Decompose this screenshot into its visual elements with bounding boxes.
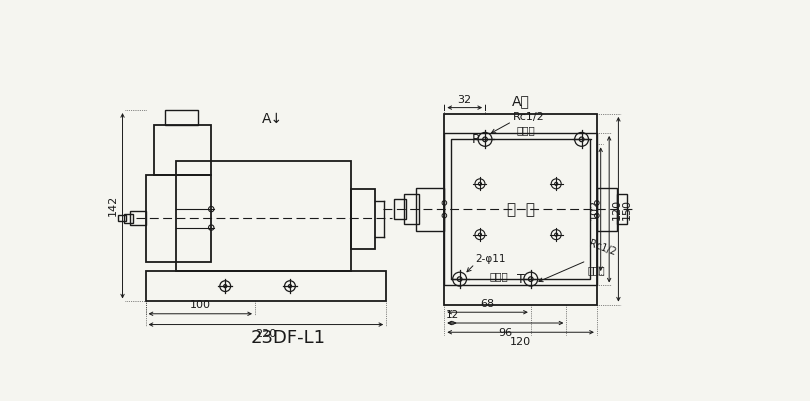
Text: 回油口: 回油口 [588, 265, 606, 275]
Text: 标  牌: 标 牌 [506, 202, 535, 217]
Text: P: P [471, 133, 479, 146]
Bar [617, 194, 627, 225]
Bar [177, 162, 352, 271]
Bar [416, 188, 445, 231]
Bar [597, 188, 617, 231]
Bar [155, 126, 211, 174]
Text: Rc1/2: Rc1/2 [513, 111, 544, 122]
Text: 进油口: 进油口 [517, 126, 535, 136]
Text: 32: 32 [458, 95, 471, 105]
Text: 安装孔: 安装孔 [489, 271, 508, 282]
Text: 100: 100 [190, 300, 211, 310]
Text: 220: 220 [255, 329, 276, 339]
Text: 23DF-L1: 23DF-L1 [250, 329, 326, 347]
Text: 12: 12 [446, 310, 458, 320]
Text: A↓: A↓ [262, 112, 283, 126]
Bar [146, 174, 211, 262]
Bar [403, 194, 419, 225]
Bar [352, 189, 375, 249]
Text: 96: 96 [498, 328, 513, 338]
Bar [445, 114, 597, 304]
Text: 150: 150 [621, 199, 632, 220]
Text: Rc1/2: Rc1/2 [588, 239, 617, 258]
Bar [450, 140, 590, 279]
Text: 120: 120 [510, 337, 531, 347]
Text: 120: 120 [612, 198, 622, 220]
Text: 102: 102 [590, 198, 600, 220]
Text: 142: 142 [108, 195, 118, 217]
Text: T: T [517, 273, 525, 286]
Bar [124, 214, 133, 223]
Bar [445, 133, 597, 286]
Text: A向: A向 [512, 94, 530, 108]
Bar [118, 215, 126, 221]
Bar [165, 110, 198, 126]
Bar [394, 199, 407, 219]
Bar [130, 211, 146, 225]
Text: 2-φ11: 2-φ11 [475, 254, 506, 264]
Text: 68: 68 [480, 299, 495, 309]
Bar [146, 271, 386, 302]
